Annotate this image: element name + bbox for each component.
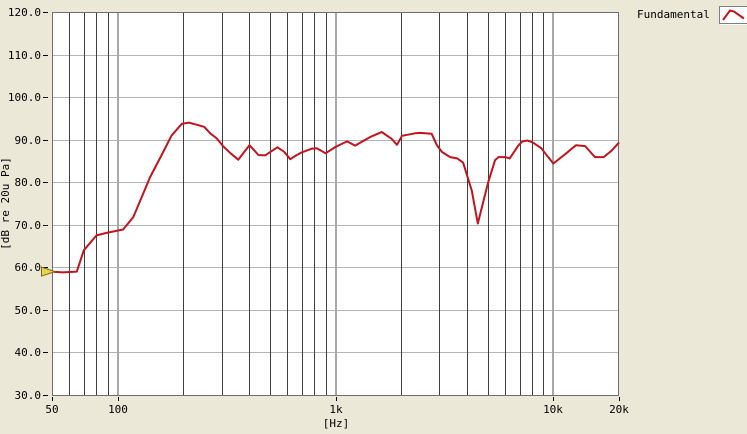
svg-text:110.0: 110.0 [8,49,41,62]
legend-peak-curve-icon[interactable] [718,5,747,24]
y-axis-title: [dB re 20u Pa] [0,157,12,250]
x-axis-labels: 50 100 1k 10k 20k [45,397,629,416]
svg-text:30.0: 30.0 [15,389,42,402]
svg-text:50: 50 [45,403,58,416]
major-vertical-gridlines [117,12,554,395]
svg-text:100.0: 100.0 [8,91,41,104]
plot-border [52,12,619,396]
svg-text:60.0: 60.0 [15,261,42,274]
svg-text:100: 100 [108,403,128,416]
peak-curve-glyph [722,8,745,21]
legend: Fundamental [637,5,747,24]
legend-label: Fundamental [637,8,710,21]
minor-vertical-gridlines [69,12,544,395]
fundamental-curve [51,121,620,274]
svg-text:50.0: 50.0 [15,304,42,317]
cursor-start-marker[interactable] [41,266,57,277]
svg-text:90.0: 90.0 [15,134,42,147]
x-axis-title: [Hz] [323,417,350,430]
svg-text:40.0: 40.0 [15,346,42,359]
svg-text:1k: 1k [329,403,343,416]
svg-text:80.0: 80.0 [15,176,42,189]
svg-text:70.0: 70.0 [15,219,42,232]
svg-text:120.0: 120.0 [8,6,41,19]
svg-text:10k: 10k [543,403,563,416]
svg-text:20k: 20k [609,403,629,416]
y-axis-labels: 120.0 110.0 100.0 90.0 80.0 70.0 60.0 50.0 40.0 3… [8,6,48,402]
